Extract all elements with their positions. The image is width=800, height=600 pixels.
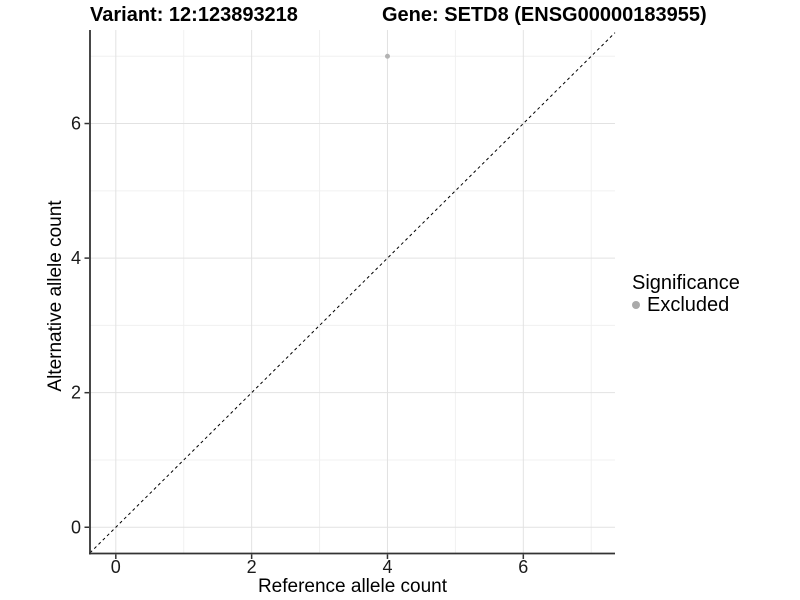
legend: Significance Excluded: [632, 272, 740, 316]
x-tick-label: 2: [247, 557, 257, 577]
identity-dashed-line: [89, 32, 616, 554]
y-tick-label: 0: [71, 517, 81, 537]
y-tick-label: 2: [71, 383, 81, 403]
x-tick-label: 0: [111, 557, 121, 577]
legend-entry-excluded: Excluded: [632, 294, 740, 316]
legend-title: Significance: [632, 272, 740, 294]
y-axis-title: Alternative allele count: [45, 200, 66, 392]
variant-title: Variant: 12:123893218: [90, 4, 298, 26]
x-tick-label: 6: [518, 557, 528, 577]
y-tick-label: 4: [71, 248, 81, 268]
legend-point-icon: [632, 301, 640, 309]
x-tick-label: 4: [382, 557, 392, 577]
y-tick-label: 6: [71, 114, 81, 134]
gene-title: Gene: SETD8 (ENSG00000183955): [382, 4, 707, 26]
data-point: [384, 53, 390, 59]
x-axis-title: Reference allele count: [257, 576, 448, 597]
legend-entry-label: Excluded: [647, 294, 730, 316]
